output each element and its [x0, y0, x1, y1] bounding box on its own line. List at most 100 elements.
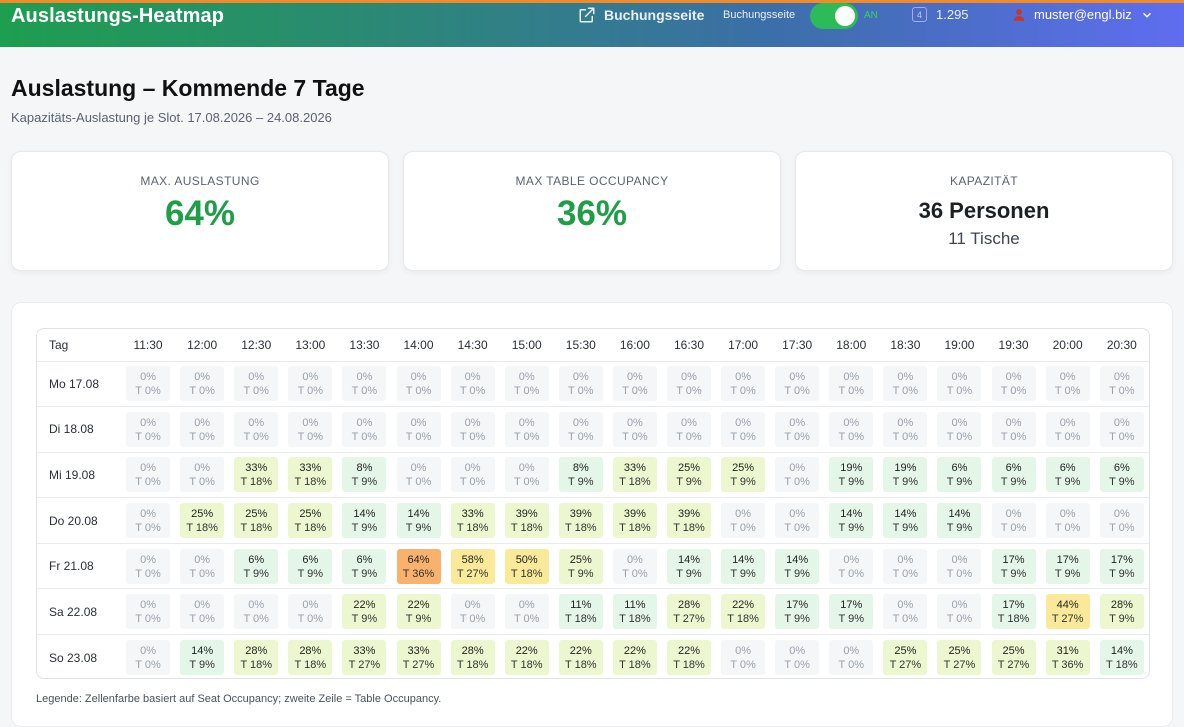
heatmap-cell[interactable]: 0% T 0%: [612, 548, 657, 584]
heatmap-cell[interactable]: 0% T 0%: [180, 411, 225, 447]
heatmap-cell[interactable]: 0% T 0%: [883, 594, 928, 630]
heatmap-cell[interactable]: 0% T 0%: [288, 594, 333, 630]
heatmap-cell[interactable]: 8% T 9%: [558, 457, 603, 493]
heatmap-cell[interactable]: 0% T 0%: [991, 503, 1036, 539]
heatmap-cell[interactable]: 0% T 0%: [126, 366, 171, 402]
heatmap-cell[interactable]: 0% T 0%: [937, 411, 982, 447]
heatmap-cell[interactable]: 22% T 18%: [721, 594, 766, 630]
heatmap-cell[interactable]: 11% T 18%: [558, 594, 603, 630]
heatmap-cell[interactable]: 0% T 0%: [937, 366, 982, 402]
heatmap-cell[interactable]: 0% T 0%: [288, 366, 333, 402]
heatmap-cell[interactable]: 0% T 0%: [1099, 411, 1144, 447]
heatmap-cell[interactable]: 22% T 9%: [342, 594, 387, 630]
heatmap-cell[interactable]: 17% T 9%: [991, 548, 1036, 584]
heatmap-cell[interactable]: 0% T 0%: [937, 594, 982, 630]
heatmap-cell[interactable]: 0% T 0%: [126, 411, 171, 447]
heatmap-cell[interactable]: 33% T 27%: [396, 640, 441, 676]
heatmap-cell[interactable]: 33% T 18%: [450, 503, 495, 539]
heatmap-cell[interactable]: 33% T 18%: [288, 457, 333, 493]
heatmap-cell[interactable]: 0% T 0%: [991, 411, 1036, 447]
heatmap-cell[interactable]: 0% T 0%: [1045, 503, 1090, 539]
heatmap-cell[interactable]: 31% T 36%: [1045, 640, 1090, 676]
heatmap-cell[interactable]: 0% T 0%: [666, 366, 711, 402]
heatmap-cell[interactable]: 22% T 9%: [396, 594, 441, 630]
heatmap-cell[interactable]: 19% T 9%: [883, 457, 928, 493]
heatmap-cell[interactable]: 17% T 9%: [1045, 548, 1090, 584]
heatmap-cell[interactable]: 0% T 0%: [775, 457, 820, 493]
heatmap-cell[interactable]: 0% T 0%: [775, 503, 820, 539]
credits-display[interactable]: 4 1.295: [912, 7, 969, 22]
heatmap-cell[interactable]: 0% T 0%: [1099, 366, 1144, 402]
heatmap-cell[interactable]: 25% T 27%: [937, 640, 982, 676]
heatmap-cell[interactable]: 0% T 0%: [450, 457, 495, 493]
heatmap-cell[interactable]: 0% T 0%: [829, 548, 874, 584]
heatmap-cell[interactable]: 25% T 27%: [883, 640, 928, 676]
heatmap-cell[interactable]: 22% T 18%: [666, 640, 711, 676]
heatmap-cell[interactable]: 25% T 9%: [558, 548, 603, 584]
heatmap-cell[interactable]: 0% T 0%: [126, 548, 171, 584]
heatmap-cell[interactable]: 11% T 18%: [612, 594, 657, 630]
heatmap-cell[interactable]: 0% T 0%: [450, 411, 495, 447]
heatmap-cell[interactable]: 0% T 0%: [883, 548, 928, 584]
heatmap-cell[interactable]: 0% T 0%: [666, 411, 711, 447]
heatmap-cell[interactable]: 0% T 0%: [829, 640, 874, 676]
heatmap-cell[interactable]: 44% T 27%: [1045, 594, 1090, 630]
heatmap-cell[interactable]: 28% T 18%: [288, 640, 333, 676]
heatmap-cell[interactable]: 22% T 18%: [612, 640, 657, 676]
heatmap-cell[interactable]: 0% T 0%: [180, 594, 225, 630]
booking-page-link[interactable]: Buchungsseite: [578, 6, 704, 24]
heatmap-cell[interactable]: 0% T 0%: [883, 411, 928, 447]
heatmap-cell[interactable]: 0% T 0%: [126, 640, 171, 676]
heatmap-cell[interactable]: 33% T 18%: [612, 457, 657, 493]
heatmap-cell[interactable]: 0% T 0%: [991, 366, 1036, 402]
heatmap-cell[interactable]: 25% T 27%: [991, 640, 1036, 676]
heatmap-cell[interactable]: 0% T 0%: [829, 411, 874, 447]
heatmap-cell[interactable]: 8% T 9%: [342, 457, 387, 493]
heatmap-cell[interactable]: 14% T 9%: [937, 503, 982, 539]
heatmap-cell[interactable]: 0% T 0%: [883, 366, 928, 402]
heatmap-cell[interactable]: 0% T 0%: [775, 640, 820, 676]
heatmap-cell[interactable]: 0% T 0%: [721, 640, 766, 676]
heatmap-cell[interactable]: 33% T 27%: [342, 640, 387, 676]
heatmap-cell[interactable]: 0% T 0%: [721, 366, 766, 402]
heatmap-cell[interactable]: 0% T 0%: [612, 411, 657, 447]
heatmap-cell[interactable]: 6% T 9%: [342, 548, 387, 584]
heatmap-cell[interactable]: 28% T 18%: [234, 640, 279, 676]
heatmap-cell[interactable]: 0% T 0%: [1045, 411, 1090, 447]
heatmap-cell[interactable]: 14% T 9%: [883, 503, 928, 539]
heatmap-cell[interactable]: 0% T 0%: [234, 411, 279, 447]
heatmap-cell[interactable]: 0% T 0%: [234, 366, 279, 402]
heatmap-cell[interactable]: 17% T 9%: [775, 594, 820, 630]
heatmap-cell[interactable]: 22% T 18%: [504, 640, 549, 676]
heatmap-cell[interactable]: 22% T 18%: [558, 640, 603, 676]
heatmap-cell[interactable]: 6% T 9%: [288, 548, 333, 584]
heatmap-cell[interactable]: 0% T 0%: [396, 411, 441, 447]
heatmap-cell[interactable]: 64% T 36%: [396, 548, 441, 584]
heatmap-cell[interactable]: 6% T 9%: [1099, 457, 1144, 493]
heatmap-cell[interactable]: 39% T 18%: [504, 503, 549, 539]
heatmap-cell[interactable]: 0% T 0%: [450, 366, 495, 402]
heatmap-cell[interactable]: 0% T 0%: [937, 548, 982, 584]
heatmap-cell[interactable]: 19% T 9%: [829, 457, 874, 493]
heatmap-cell[interactable]: 0% T 0%: [180, 366, 225, 402]
heatmap-cell[interactable]: 0% T 0%: [180, 548, 225, 584]
heatmap-cell[interactable]: 39% T 18%: [558, 503, 603, 539]
heatmap-cell[interactable]: 0% T 0%: [450, 594, 495, 630]
heatmap-cell[interactable]: 39% T 18%: [612, 503, 657, 539]
booking-toggle[interactable]: [810, 3, 858, 29]
heatmap-cell[interactable]: 14% T 9%: [342, 503, 387, 539]
heatmap-cell[interactable]: 28% T 9%: [1099, 594, 1144, 630]
heatmap-cell[interactable]: 0% T 0%: [504, 411, 549, 447]
heatmap-cell[interactable]: 17% T 9%: [1099, 548, 1144, 584]
heatmap-cell[interactable]: 33% T 18%: [234, 457, 279, 493]
heatmap-cell[interactable]: 0% T 0%: [180, 457, 225, 493]
heatmap-cell[interactable]: 0% T 0%: [612, 366, 657, 402]
heatmap-cell[interactable]: 6% T 9%: [991, 457, 1036, 493]
heatmap-cell[interactable]: 25% T 18%: [180, 503, 225, 539]
heatmap-cell[interactable]: 6% T 9%: [1045, 457, 1090, 493]
heatmap-cell[interactable]: 6% T 9%: [937, 457, 982, 493]
heatmap-cell[interactable]: 0% T 0%: [721, 503, 766, 539]
heatmap-cell[interactable]: 0% T 0%: [558, 366, 603, 402]
heatmap-cell[interactable]: 39% T 18%: [666, 503, 711, 539]
heatmap-cell[interactable]: 25% T 9%: [666, 457, 711, 493]
